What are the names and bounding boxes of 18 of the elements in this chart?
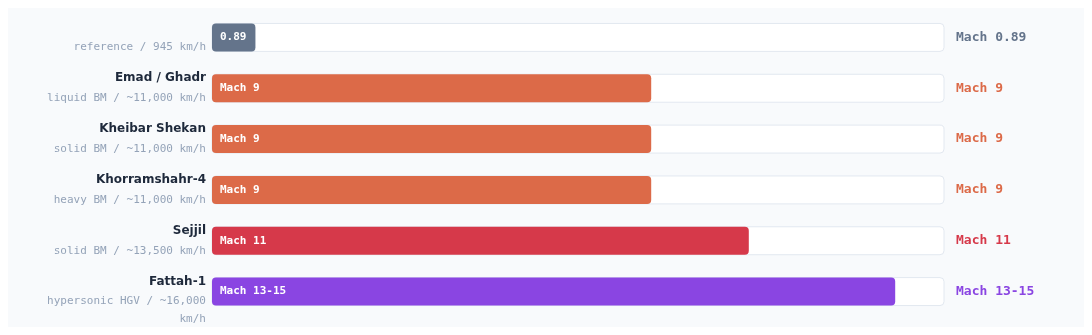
y-tick-label: Emad / Ghadr liquid BM / ~11,000 km/h	[47, 70, 207, 105]
data-label: Mach 9	[220, 182, 260, 196]
text: Mach 13-15	[956, 282, 1035, 298]
text: Mach 9	[956, 130, 1003, 146]
y-tick-label: reference / 945 km/h	[73, 40, 206, 54]
data-label: Mach 13-15	[220, 284, 287, 298]
text: Mach 0.89	[956, 28, 1027, 44]
data-label: Mach 9	[220, 81, 260, 95]
text: Mach 11	[956, 232, 1011, 248]
y-tick-label: Sejjil solid BM / ~13,500 km/h	[53, 222, 206, 257]
y-tick-label: Kheibar Shekan solid BM / ~11,000 km/h	[53, 121, 206, 155]
data-label: Mach 9	[220, 131, 260, 145]
data-label: Mach 11	[220, 233, 267, 247]
y-tick-label: Khorramshahr-4 heavy BM / ~11,000 km/h	[53, 172, 206, 206]
text: Mach 9	[956, 181, 1003, 197]
text: Mach 9	[956, 79, 1003, 95]
data-label: 0.89	[220, 30, 247, 44]
y-tick-label: Fattah-1 hypersonic HGV / ~16,000 km/h	[47, 273, 206, 326]
